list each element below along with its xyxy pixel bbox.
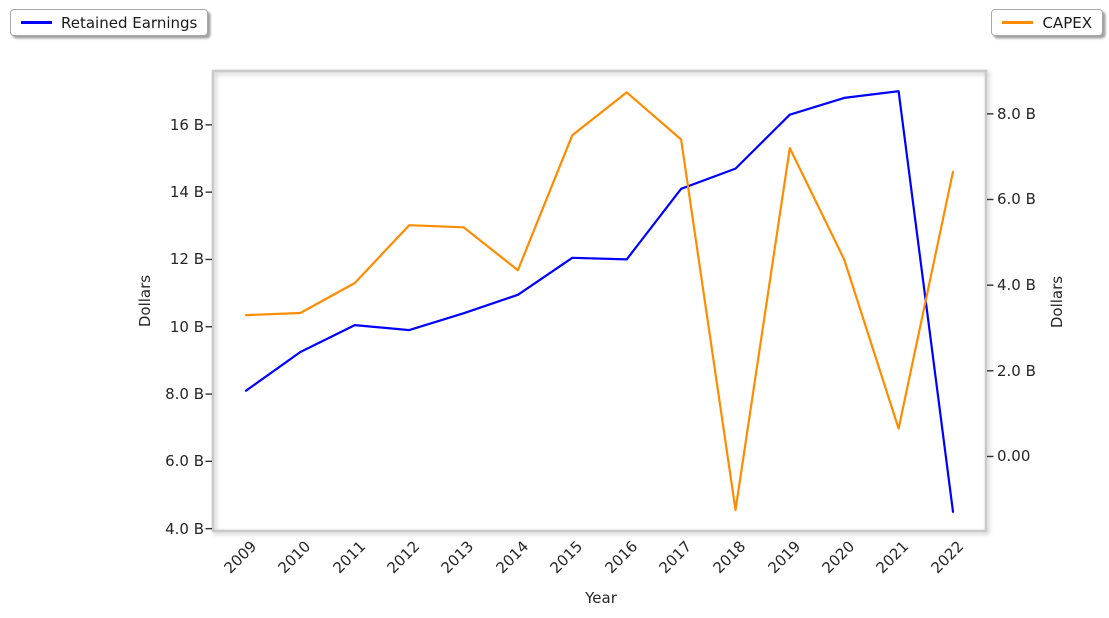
legend-line-sample-orange: [1002, 21, 1034, 24]
y-right-tick-label: 6.0 B: [997, 190, 1036, 209]
x-axis-title: Year: [585, 589, 617, 607]
legend-line-sample-blue: [21, 21, 52, 24]
plot-area-border: [211, 69, 988, 533]
y-left-tick-label: 12 B: [169, 250, 204, 269]
y-left-axis-title: Dollars: [136, 274, 154, 328]
legend-retained-earnings: Retained Earnings: [10, 9, 209, 36]
y-left-tick-label: 6.0 B: [165, 452, 204, 471]
y-left-tick-label: 16 B: [169, 115, 204, 134]
y-right-tick-label: 4.0 B: [997, 276, 1036, 295]
y-right-tick-label: 8.0 B: [997, 104, 1036, 123]
y-left-tick-label: 10 B: [169, 317, 204, 336]
legend-capex: CAPEX: [991, 9, 1103, 36]
y-left-tick-label: 8.0 B: [165, 385, 204, 404]
retained-earnings-line: [244, 90, 955, 513]
capex-line: [244, 91, 955, 512]
y-right-axis-title: Dollars: [1048, 275, 1066, 329]
y-right-tick-label: 0.00: [997, 447, 1031, 466]
y-left-tick-label: 4.0 B: [165, 519, 204, 538]
legend-label-retained-earnings: Retained Earnings: [61, 13, 198, 32]
y-left-tick-label: 14 B: [169, 183, 204, 202]
legend-label-capex: CAPEX: [1042, 13, 1092, 32]
y-right-tick-label: 2.0 B: [997, 361, 1036, 380]
